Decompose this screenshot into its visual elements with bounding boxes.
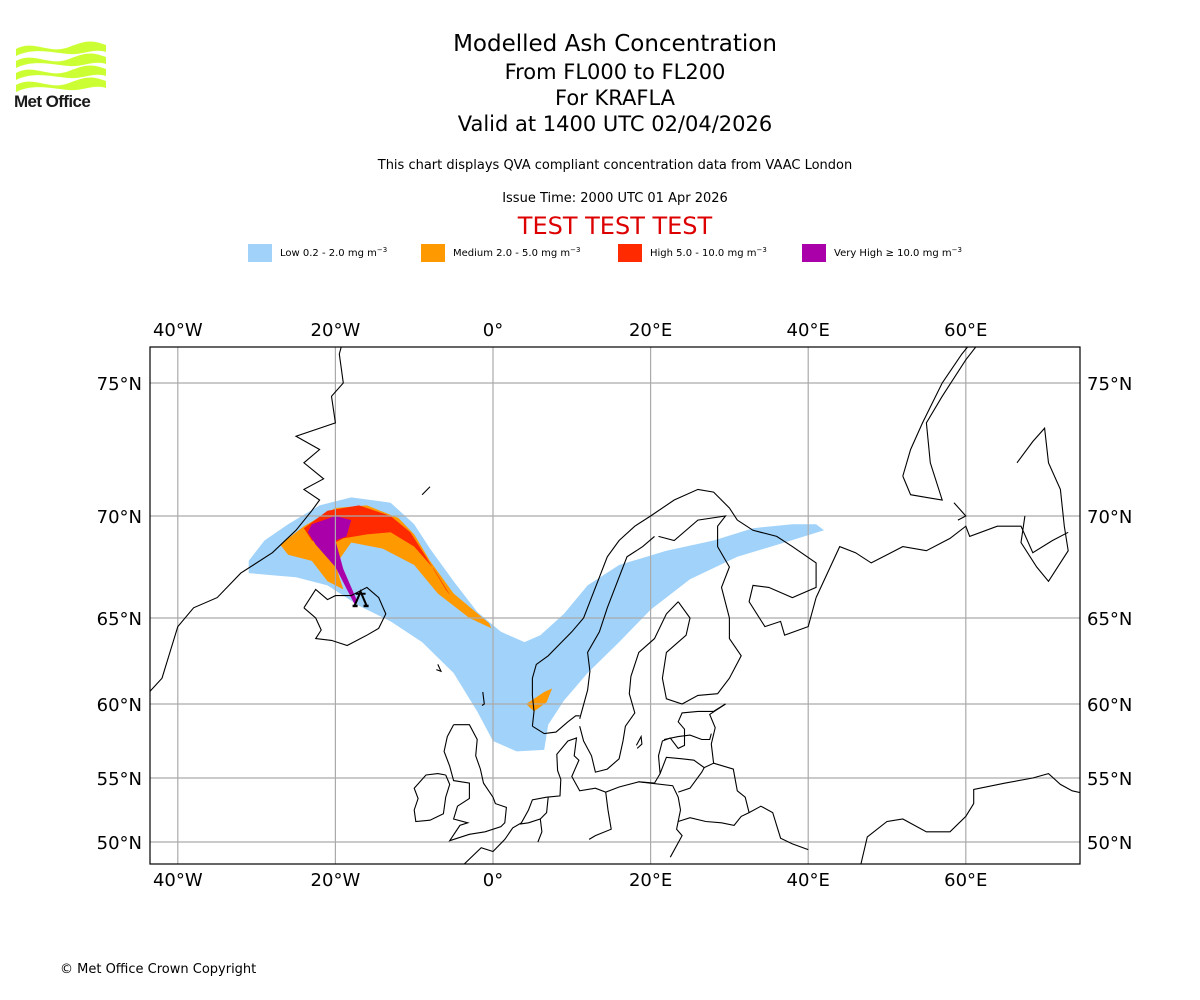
valid-time: Valid at 1400 UTC 02/04/2026 (457, 112, 773, 136)
ash-region-very-high (307, 516, 358, 604)
right-lat-tick-label: 75°N (1087, 374, 1132, 395)
top-lon-tick-label: 20°E (629, 320, 672, 341)
logo-wave (16, 77, 106, 92)
coastline-novaya-zemlya-w (902, 347, 969, 477)
chart-description: This chart displays QVA compliant concen… (377, 158, 853, 173)
flight-levels: From FL000 to FL200 (504, 60, 726, 84)
coastline-norway-south (532, 715, 580, 735)
met-office-logo-text: Met Office (14, 92, 91, 111)
coastlines (150, 347, 1080, 864)
legend-swatch-high (618, 244, 642, 262)
right-lat-tick-label: 60°N (1087, 695, 1132, 716)
coastline-border-by-ua (678, 805, 809, 851)
ash-layer (248, 497, 824, 752)
coastline-border-by-ru (713, 762, 750, 813)
volcano-marker-icon (352, 589, 369, 608)
ash-region-low (248, 497, 824, 752)
coastline-border-lv-ee (663, 733, 712, 741)
legend-swatch-medium (421, 244, 445, 262)
legend-label-high: High 5.0 - 10.0 mg m (650, 248, 757, 259)
logo-wave (16, 65, 106, 80)
coastline-finland (658, 515, 742, 705)
coastline-sweden-border (579, 535, 655, 719)
coastline-border-baltics-2 (678, 767, 705, 793)
chart-title: Modelled Ash Concentration (453, 31, 777, 57)
legend-swatch-very-high (802, 244, 826, 262)
coastline-russia-kola (737, 519, 817, 636)
coastline-yamal (1016, 426, 1069, 583)
coastline-kazakh-border (860, 772, 1080, 864)
logo-wave (16, 41, 106, 56)
coastline-norway (531, 488, 738, 727)
legend-label-low: Low 0.2 - 2.0 mg m (280, 248, 377, 259)
bottom-lon-tick-label: 20°W (311, 870, 361, 891)
left-lat-tick-label: 65°N (97, 609, 142, 630)
coastline-sweden-coast (579, 601, 679, 773)
right-lat-tick-label: 50°N (1087, 833, 1132, 854)
right-lat-tick-label: 55°N (1087, 769, 1132, 790)
right-lat-tick-label: 65°N (1087, 609, 1132, 630)
test-banner: TEST TEST TEST (517, 212, 713, 240)
coastline-gotland (635, 734, 643, 749)
coastline-border-nl-be (519, 818, 543, 843)
left-lat-tick-label: 60°N (97, 695, 142, 716)
coastline-vaygach (953, 502, 967, 521)
bottom-lon-tick-label: 40°E (787, 870, 830, 891)
legend-swatch-low (248, 244, 272, 262)
coastline-jan-mayen (421, 486, 431, 496)
axis-tick-labels: 40°W 40°W 20°W 20°W 0° 0° 20°E 20°E 40°E 40°E 60°E… (97, 320, 1133, 891)
coastline-europe-coast (463, 703, 726, 864)
coastline-russia-north (815, 525, 1069, 598)
coastline-border-de-east (539, 797, 549, 820)
left-lat-tick-label: 70°N (97, 507, 142, 528)
coastline-border-de-pl (588, 792, 612, 840)
top-lon-tick-label: 40°E (787, 320, 830, 341)
left-lat-tick-label: 75°N (97, 374, 142, 395)
top-lon-tick-label: 60°E (944, 320, 987, 341)
bottom-lon-tick-label: 0° (483, 870, 503, 891)
issue-time: Issue Time: 2000 UTC 01 Apr 2026 (502, 191, 728, 206)
logo-wave (16, 53, 106, 68)
gridlines (150, 347, 1080, 864)
map-frame (149, 346, 1081, 865)
legend-label-medium: Medium 2.0 - 5.0 mg m (453, 248, 571, 259)
ash-region-medium (526, 688, 553, 712)
left-lat-tick-label: 50°N (97, 833, 142, 854)
bottom-lon-tick-label: 60°E (944, 870, 987, 891)
coastline-border-pl-east (638, 781, 683, 858)
legend-label-very-high: Very High ≥ 10.0 mg m (834, 248, 952, 259)
coastline-border-baltics-1 (659, 743, 715, 774)
coastline-faroe (436, 664, 443, 673)
coastline-shetland (481, 691, 485, 706)
coastline-iceland (303, 586, 387, 647)
coastline-uk (443, 724, 507, 842)
top-lon-tick-label: 20°W (311, 320, 361, 341)
chart-title-block: Modelled Ash Concentration From FL000 to… (0, 30, 1200, 137)
left-lat-tick-label: 55°N (97, 769, 142, 790)
copyright: © Met Office Crown Copyright (60, 962, 257, 977)
bottom-lon-tick-label: 20°E (629, 870, 672, 891)
bottom-lon-tick-label: 40°W (153, 870, 203, 891)
coastline-novaya-zemlya (902, 347, 977, 501)
coastline-ireland (413, 773, 451, 823)
coastline-greenland-east (150, 347, 344, 693)
volcano-marker-layer (352, 589, 369, 608)
met-office-logo-icon (16, 41, 106, 92)
top-lon-tick-label: 0° (483, 320, 503, 341)
volcano-name: For KRAFLA (555, 86, 675, 110)
coastline-border-russia-w (709, 703, 726, 745)
right-lat-tick-label: 70°N (1087, 507, 1132, 528)
top-lon-tick-label: 40°W (153, 320, 203, 341)
